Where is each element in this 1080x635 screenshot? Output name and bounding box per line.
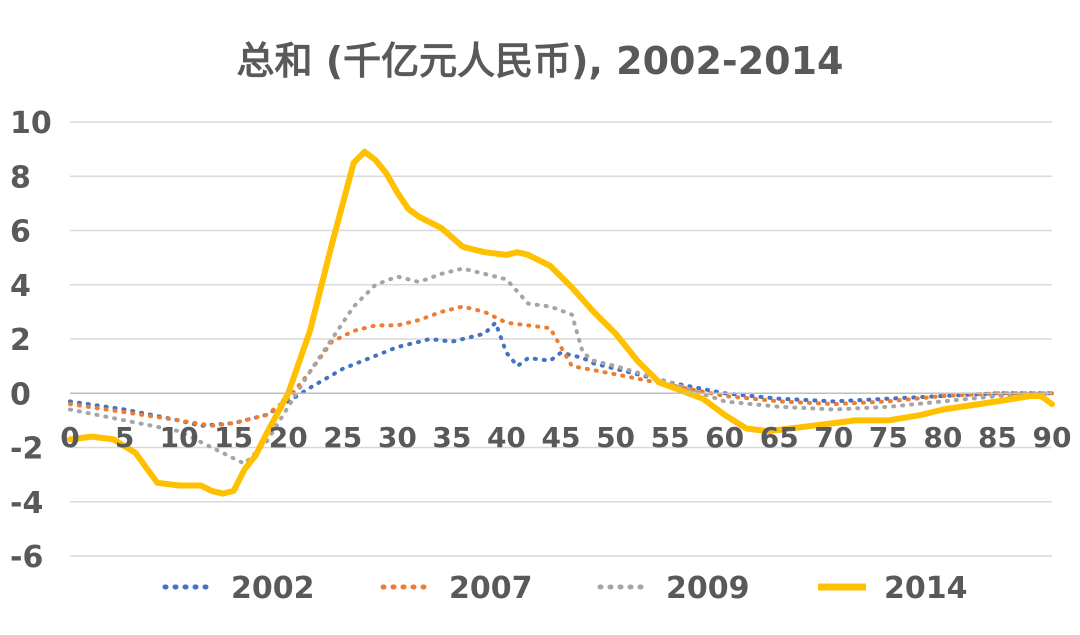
y-tick-label: -2 [10, 432, 43, 467]
x-tick-label: 15 [214, 421, 253, 454]
y-tick-label: 2 [10, 323, 31, 358]
chart-title: 总和 (千亿元人民币), 2002-2014 [236, 39, 844, 83]
legend: 2002 2007 2009 2014 [162, 571, 968, 606]
y-tick-label: 8 [10, 160, 31, 195]
x-tick-label: 10 [160, 421, 199, 454]
x-tick-label: 40 [487, 421, 526, 454]
x-axis-ticks: 0 5 10 15 20 25 30 35 40 45 50 55 60 65 70 75 80 85 90 [60, 421, 1071, 454]
gridlines [70, 121, 1052, 557]
y-tick-label: 6 [10, 215, 31, 250]
y-tick-label: -6 [10, 540, 43, 575]
series-lines [67, 148, 1055, 497]
series-line-2014 [67, 148, 1055, 497]
legend-label-2007: 2007 [449, 571, 533, 606]
legend-label-2002: 2002 [231, 571, 315, 606]
series-line-2007 [68, 304, 1054, 428]
x-tick-label: 65 [760, 421, 799, 454]
legend-label-2009: 2009 [666, 571, 750, 606]
x-tick-label: 30 [378, 421, 417, 454]
y-tick-label: 10 [10, 106, 52, 141]
x-tick-label: 45 [542, 421, 581, 454]
x-tick-label: 80 [923, 421, 962, 454]
x-tick-label: 60 [705, 421, 744, 454]
x-tick-label: 5 [115, 421, 134, 454]
y-tick-label: 4 [10, 269, 31, 304]
x-tick-label: 90 [1033, 421, 1072, 454]
y-tick-label: 0 [10, 377, 31, 412]
x-tick-label: 75 [869, 421, 908, 454]
x-tick-label: 35 [432, 421, 471, 454]
y-tick-label: -4 [10, 486, 43, 521]
x-tick-label: 25 [323, 421, 362, 454]
legend-label-2014: 2014 [884, 571, 968, 606]
x-tick-label: 0 [60, 421, 79, 454]
x-tick-label: 55 [651, 421, 690, 454]
series-line-2002 [68, 320, 1054, 428]
x-tick-label: 20 [269, 421, 308, 454]
y-axis-ticks: 10 8 6 4 2 0 -2 -4 -6 [10, 106, 52, 575]
x-tick-label: 85 [978, 421, 1017, 454]
x-tick-label: 50 [596, 421, 635, 454]
x-tick-label: 70 [814, 421, 853, 454]
